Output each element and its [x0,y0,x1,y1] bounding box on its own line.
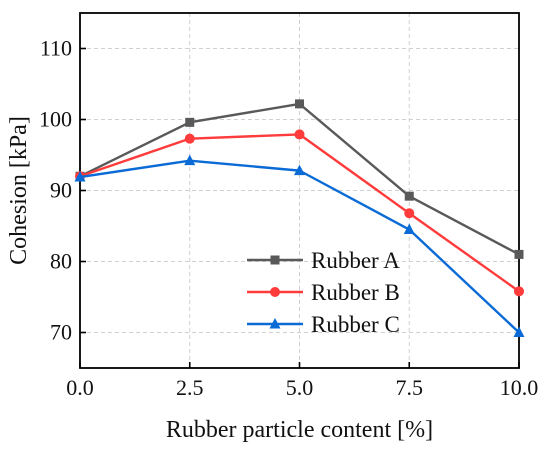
series-0-point-3 [404,191,414,201]
series-2 [74,154,525,337]
series-2-point-0 [74,171,86,182]
series-1-point-4 [514,286,524,297]
y-tick-label-4: 110 [40,36,72,61]
y-tick-label-2: 90 [50,178,72,203]
y-tick-label-3: 100 [39,107,72,132]
legend-label-1: Rubber B [311,280,400,305]
legend-item-1: Rubber B [247,280,400,305]
series-1-point-3 [404,208,415,219]
x-tick-label-0: 0.0 [66,375,94,400]
legend-marker-0 [270,255,280,265]
grid-layer [79,13,520,368]
series-2-point-1 [184,154,196,166]
legend-item-2: Rubber C [247,312,400,337]
x-tick-label-1: 2.5 [176,375,204,400]
series-1-point-1 [184,133,195,144]
series-2-point-4 [513,326,525,337]
x-axis-title: Rubber particle content [%] [166,417,433,443]
legend: Rubber A Rubber B Rubber C [247,248,400,337]
series-1-point-2 [294,129,305,140]
x-tick-label-3: 7.5 [396,375,424,400]
series-2-point-3 [403,223,415,235]
ticks-layer: 0.0 2.5 5.0 7.5 10.0 70 80 90 100 110 [39,36,538,401]
y-tick-label-0: 70 [50,320,72,345]
series-layer [74,99,525,337]
legend-marker-2 [269,318,281,329]
series-0-point-2 [295,99,304,109]
series-0 [75,99,524,259]
y-axis-title: Cohesion [kPa] [6,116,32,265]
legend-item-0: Rubber A [247,248,400,273]
series-0-point-1 [185,117,195,127]
legend-label-2: Rubber C [311,312,400,337]
series-0-point-4 [514,249,524,259]
x-tick-label-4: 10.0 [500,375,539,400]
series-2-point-2 [294,164,305,176]
y-tick-label-1: 80 [50,249,72,274]
legend-marker-1 [270,287,280,297]
x-tick-label-2: 5.0 [286,375,314,400]
legend-label-0: Rubber A [311,248,400,273]
